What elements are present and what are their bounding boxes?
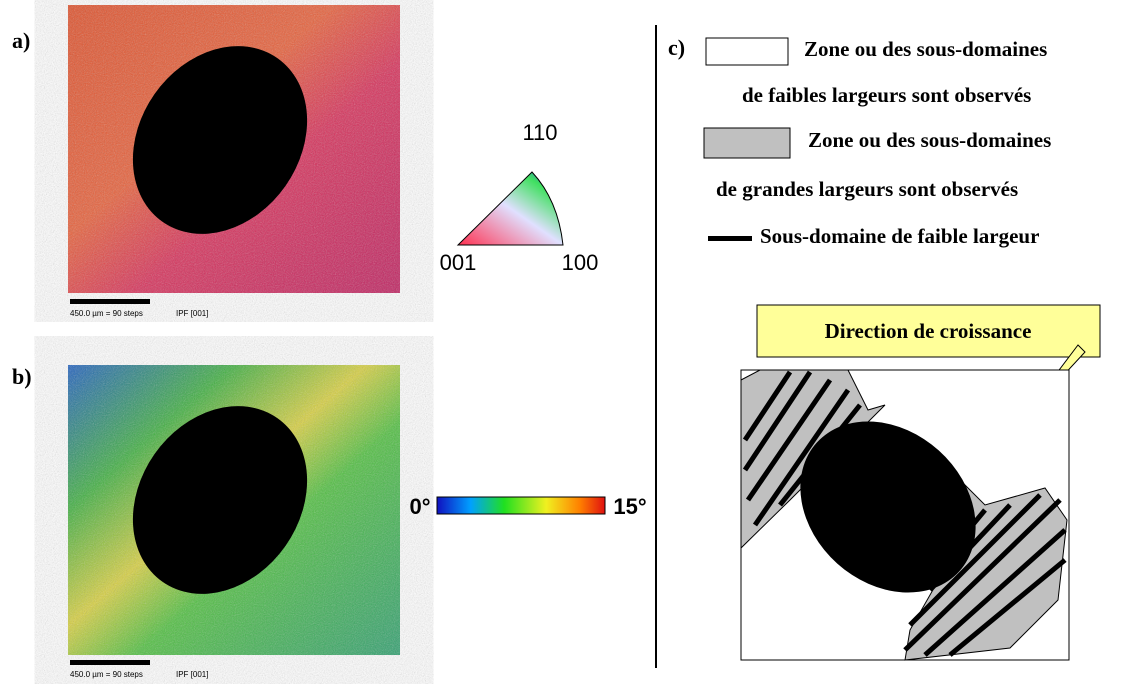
- narrow-domain: [908, 493, 1042, 627]
- color-scale: [436, 496, 606, 515]
- callout-text: Direction de croissance: [825, 319, 1032, 343]
- map-type: IPF [001]: [176, 670, 208, 679]
- legend-swatch: [705, 37, 789, 66]
- legend-text: Zone ou des sous-domaines: [808, 128, 1051, 152]
- legend-swatch: [708, 236, 752, 241]
- panel-label: a): [12, 28, 30, 53]
- narrow-domain: [752, 388, 851, 527]
- legend-text: Sous-domaine de faible largeur: [760, 224, 1039, 248]
- scale-bar: [70, 299, 150, 304]
- scale-text: 450.0 µm = 90 steps: [70, 309, 143, 318]
- narrow-domain: [923, 528, 1067, 657]
- ipf-label: 110: [522, 120, 557, 145]
- map-type: IPF [001]: [176, 309, 208, 318]
- legend-text: de faibles largeurs sont observés: [742, 83, 1031, 107]
- narrow-domain: [948, 558, 1067, 657]
- legend-text: de grandes largeurs sont observés: [716, 177, 1018, 201]
- scale-min: 0°: [409, 494, 430, 519]
- scale-text: 450.0 µm = 90 steps: [70, 670, 143, 679]
- scale-bar: [70, 660, 150, 665]
- pore: [800, 421, 976, 593]
- pore: [132, 46, 308, 234]
- panel-label: b): [12, 364, 32, 389]
- legend-text: Zone ou des sous-domaines: [804, 37, 1047, 61]
- narrow-domain: [745, 378, 833, 502]
- narrow-domain: [742, 370, 813, 472]
- ipf-triangle: [456, 171, 564, 246]
- ipf-label: 001: [440, 250, 477, 275]
- pore: [132, 406, 308, 594]
- narrow-domain: [903, 498, 1062, 652]
- panel-label: c): [668, 35, 685, 60]
- scale-max: 15°: [613, 494, 646, 519]
- narrow-domain: [742, 370, 793, 442]
- ipf-label: 100: [562, 250, 599, 275]
- callout: [756, 304, 1101, 358]
- legend-swatch: [703, 127, 791, 159]
